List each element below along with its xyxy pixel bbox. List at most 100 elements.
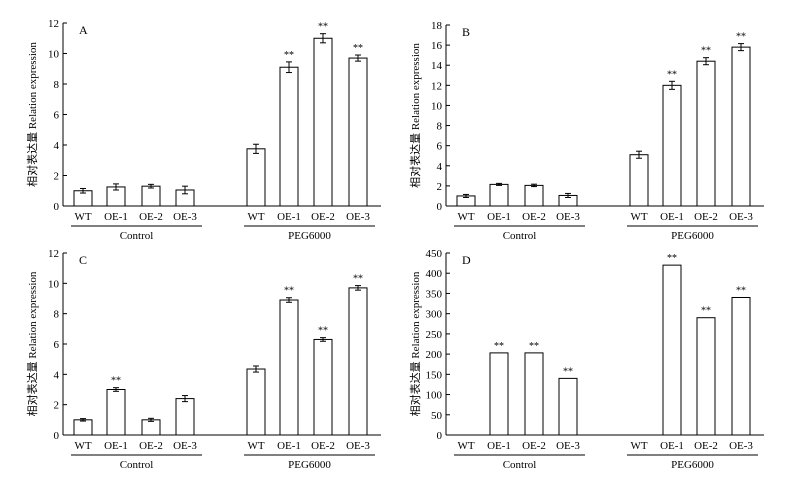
category-label: OE-3 (729, 440, 753, 452)
category-label: OE-2 (311, 440, 335, 452)
y-tick-label: 8 (54, 309, 60, 321)
significance-label: ** (563, 366, 573, 377)
y-tick-label: 450 (426, 248, 443, 260)
category-label: OE-1 (487, 211, 511, 223)
bar (731, 46, 751, 207)
significance-label: ** (353, 43, 363, 54)
category-label: OE-1 (277, 440, 301, 452)
y-tick-label: 400 (426, 268, 443, 280)
category-label: OE-1 (104, 211, 128, 223)
y-tick-label: 250 (426, 329, 443, 341)
category-label: WT (74, 211, 91, 223)
category-label: OE-1 (660, 211, 684, 223)
y-tick-label: 10 (48, 49, 60, 61)
category-label: OE-2 (522, 440, 546, 452)
category-label: OE-2 (694, 440, 718, 452)
y-tick-label: 4 (54, 369, 60, 381)
y-tick-label: 150 (426, 369, 443, 381)
y-tick-label: 300 (426, 309, 443, 321)
y-tick-label: 2 (54, 400, 60, 412)
significance-label: ** (736, 285, 746, 296)
category-label: WT (630, 211, 647, 223)
significance-label: ** (529, 341, 539, 352)
significance-label: ** (667, 253, 677, 264)
bar (313, 338, 333, 436)
category-label: OE-1 (104, 440, 128, 452)
bar (696, 317, 716, 436)
category-label: OE-3 (173, 211, 197, 223)
category-label: WT (247, 440, 264, 452)
group-label-peg6000: PEG6000 (671, 459, 714, 471)
significance-label: ** (111, 376, 121, 387)
y-tick-label: 4 (437, 161, 443, 173)
significance-label: ** (284, 50, 294, 61)
y-tick-label: 10 (431, 100, 443, 112)
category-label: WT (457, 440, 474, 452)
category-label: OE-2 (139, 440, 163, 452)
group-label-peg6000: PEG6000 (288, 230, 331, 242)
bar (141, 419, 161, 436)
y-tick-label: 16 (431, 40, 443, 52)
group-label-control: Control (503, 230, 537, 242)
y-tick-label: 6 (437, 141, 443, 153)
category-label: OE-3 (556, 211, 580, 223)
y-tick-label: 350 (426, 288, 443, 300)
y-tick-label: 4 (54, 140, 60, 152)
category-label: WT (247, 211, 264, 223)
bar (731, 296, 751, 436)
bar (524, 184, 544, 207)
y-tick-label: 0 (54, 430, 60, 442)
y-axis-label: 相对表达量 Relation expression (408, 43, 422, 188)
y-tick-label: 12 (48, 248, 59, 260)
chart-panel-a: 0 2 4 6 8 10 12 A 相对表达量 Relation expression WT OE-… (25, 18, 381, 242)
y-tick-label: 6 (54, 110, 60, 122)
y-tick-label: 50 (431, 410, 443, 422)
significance-label: ** (318, 326, 328, 337)
bar (141, 185, 161, 207)
category-label: OE-2 (311, 211, 335, 223)
y-tick-label: 2 (54, 171, 60, 183)
bar (558, 377, 578, 436)
significance-label: ** (494, 341, 504, 352)
category-label: WT (630, 440, 647, 452)
significance-label: ** (701, 306, 711, 317)
category-label: OE-1 (487, 440, 511, 452)
y-tick-label: 200 (426, 349, 443, 361)
bar (246, 148, 266, 207)
significance-label: ** (736, 32, 746, 43)
category-label: OE-3 (729, 211, 753, 223)
group-label-peg6000: PEG6000 (288, 459, 331, 471)
significance-label: ** (701, 46, 711, 57)
y-tick-label: 2 (437, 181, 443, 193)
chart-panel-b: 0 2 4 6 8 10 12 14 16 18 B 相对表达量 Relation expressio… (408, 20, 764, 242)
y-tick-label: 0 (54, 201, 60, 213)
panel-letter: B (462, 25, 470, 39)
y-tick-label: 14 (431, 60, 443, 72)
category-label: OE-3 (346, 440, 370, 452)
y-tick-label: 8 (54, 79, 60, 91)
y-axis-label: 相对表达量 Relation expression (25, 271, 39, 416)
significance-label: ** (318, 22, 328, 33)
group-label-peg6000: PEG6000 (671, 230, 714, 242)
bar (175, 398, 195, 436)
y-tick-label: 100 (426, 390, 443, 402)
category-label: WT (74, 440, 91, 452)
bar (662, 264, 682, 436)
bar (279, 299, 299, 436)
significance-label: ** (353, 274, 363, 285)
chart-panel-c: 0 2 4 6 8 10 12 C 相对表达量 Relation expression WT ** O… (25, 248, 381, 471)
bar (662, 84, 682, 207)
bar (73, 419, 93, 436)
y-tick-label: 12 (431, 80, 442, 92)
category-label: OE-2 (694, 211, 718, 223)
category-label: OE-2 (522, 211, 546, 223)
bar (246, 368, 266, 436)
y-tick-label: 8 (437, 121, 443, 133)
y-tick-label: 0 (437, 201, 443, 213)
bar (313, 37, 333, 207)
bar (348, 287, 368, 436)
y-tick-label: 12 (48, 18, 59, 30)
bar (348, 57, 368, 207)
significance-label: ** (667, 69, 677, 80)
